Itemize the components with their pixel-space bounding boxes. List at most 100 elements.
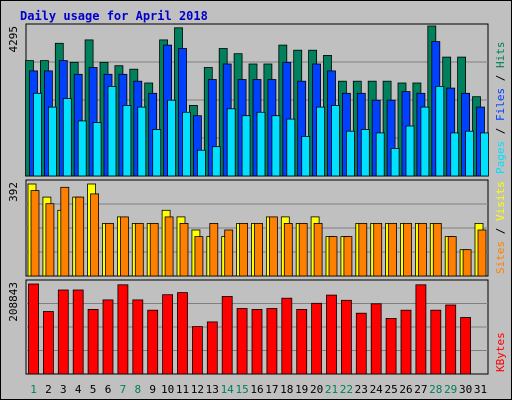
bar-sites [105,222,114,277]
bar-kbytes [177,292,188,375]
x-tick-label: 9 [149,383,156,396]
bar-kbytes [206,321,218,375]
bar-sites [75,196,85,277]
panel-top: 4295 Pages / Files / Hits [7,23,507,177]
bar-kbytes [430,309,442,375]
bar-pages [182,111,191,177]
bar-sites [343,236,353,277]
bar-kbytes [296,308,308,375]
bar-pages [480,132,489,177]
bar-kbytes [445,304,457,375]
x-tick-label: 20 [310,383,323,396]
x-tick-label: 19 [295,383,308,396]
bar-sites [358,222,368,277]
x-tick-label: 2 [45,383,52,396]
bar-kbytes [370,303,382,375]
bar-pages [301,135,311,177]
panel-bottom: 208843 KBytes [7,279,507,375]
bar-kbytes [87,308,99,375]
bar-sites [164,216,174,277]
bar-pages [137,106,147,177]
panel-legend: KBytes [494,332,507,372]
bar-kbytes [102,299,114,375]
bar-kbytes [400,309,412,375]
bar-sites [373,222,383,277]
panel-legend: Pages / Files / Hits [494,42,507,175]
x-tick-label: 29 [444,383,457,396]
x-tick-label: 8 [134,383,141,396]
bar-kbytes [326,294,337,375]
legend-separator: / [494,221,507,241]
bar-pages [167,99,177,177]
bar-sites [224,229,234,277]
bar-kbytes [251,308,263,375]
bar-kbytes [266,308,278,375]
bar-sites [149,222,159,277]
bar-pages [375,132,385,177]
bar-sites [60,186,70,277]
x-tick-label: 3 [60,383,67,396]
bar-sites [179,222,189,277]
x-tick-label: 23 [355,383,368,396]
legend-sites: Sites [494,241,507,274]
panel-middle: 392 Sites / Visits [7,179,507,277]
bar-sites [209,222,219,277]
bar-sites [30,190,40,277]
panel-max-label: 4295 [7,26,20,53]
legend-hits: Hits [494,42,507,69]
bar-sites [254,222,263,277]
x-tick-label: 7 [120,383,127,396]
x-tick-label: 16 [250,383,263,396]
x-tick-label: 25 [384,383,397,396]
bar-kbytes [117,284,129,375]
x-tick-label: 31 [474,383,487,396]
bar-kbytes [311,302,323,375]
bar-sites [462,249,472,277]
bar-pages [122,105,132,177]
bar-sites [432,222,442,277]
bar-pages [420,106,430,177]
bar-pages [62,98,72,177]
bar-sites [194,236,204,277]
bar-kbytes [385,317,397,375]
bar-kbytes [57,289,69,375]
legend-separator: / [494,68,507,88]
x-tick-label: 11 [176,383,189,396]
bar-sites [417,222,427,277]
bar-pages [107,86,117,177]
bar-kbytes [221,295,233,375]
bar-pages [241,115,251,177]
legend-visits: Visits [494,181,507,221]
bar-pages [77,120,87,177]
bar-kbytes [28,283,39,375]
legend-kbytes: KBytes [494,332,507,372]
bar-sites [134,222,144,277]
x-tick-label: 26 [399,383,412,396]
x-tick-label: 15 [235,383,248,396]
bar-sites [268,216,278,277]
bar-pages [286,118,296,177]
bar-pages [360,129,370,177]
bar-sites [403,222,412,277]
bar-sites [388,222,398,277]
bar-kbytes [147,309,159,375]
x-tick-label: 13 [206,383,219,396]
bar-kbytes [281,297,293,375]
bar-pages [450,132,460,177]
panel-legend: Sites / Visits [494,181,507,274]
bar-sites [239,222,249,277]
bar-kbytes [43,311,54,375]
bar-pages [211,146,221,177]
bar-kbytes [236,308,248,375]
bar-pages [331,105,340,177]
bar-sites [120,216,129,277]
legend-separator: / [494,121,507,141]
x-tick-label: 22 [340,383,353,396]
bar-pages [256,111,266,177]
bar-pages [435,86,445,177]
bar-pages [196,149,206,177]
x-tick-label: 4 [75,383,82,396]
bar-kbytes [72,289,84,375]
x-tick-label: 14 [221,383,235,396]
